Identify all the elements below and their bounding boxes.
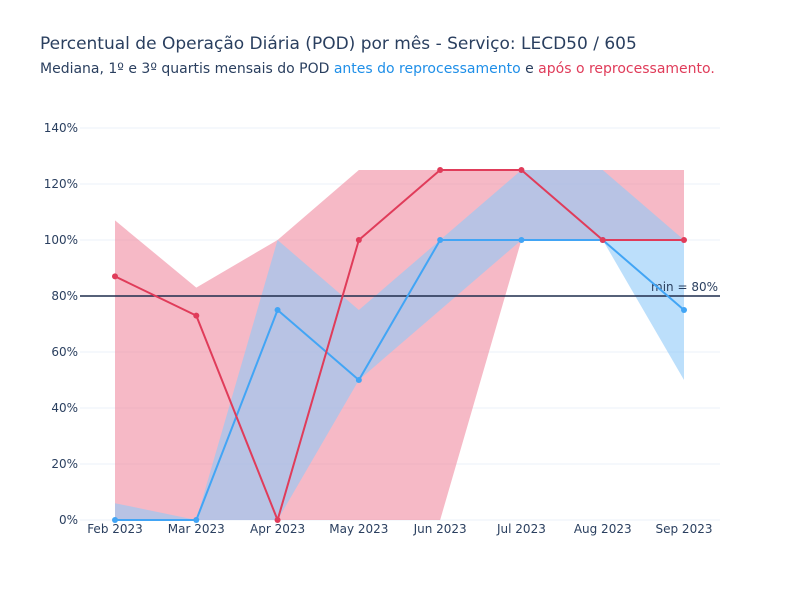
median-point-after-3 xyxy=(355,237,362,243)
median-point-before-0 xyxy=(112,517,118,523)
xtick-label-0: Feb 2023 xyxy=(87,522,143,536)
median-point-before-7 xyxy=(681,307,687,313)
subtitle-before-label: antes do reprocessamento xyxy=(333,61,521,77)
ytick-label-120: 120% xyxy=(44,177,78,191)
median-point-after-1 xyxy=(193,312,200,319)
median-line-after xyxy=(114,169,684,521)
band-layer xyxy=(115,170,684,520)
median-point-after-2 xyxy=(274,517,281,523)
median-point-before-5 xyxy=(518,237,525,243)
axis-layer: 0% 20% 40% 60% 80% 100% 120% 140% Feb 2023 Mar 20… xyxy=(44,121,713,536)
median-point-before-4 xyxy=(437,237,444,243)
chart-title: Percentual de Operação Diária (POD) por … xyxy=(40,34,637,54)
median-point-after-4 xyxy=(437,167,444,173)
chart-subtitle: Mediana, 1º e 3º quartis mensais do POD … xyxy=(40,61,715,77)
xtick-label-3: May 2023 xyxy=(329,522,388,536)
subtitle-after-label: após o reprocessamento xyxy=(538,61,711,77)
ytick-label-100: 100% xyxy=(44,233,78,247)
median-point-before-1 xyxy=(193,517,200,523)
xtick-label-1: Mar 2023 xyxy=(168,522,225,536)
subtitle-middle: e xyxy=(520,61,539,77)
median-point-after-7 xyxy=(681,237,687,243)
median-point-before-2 xyxy=(274,307,281,313)
xtick-label-6: Aug 2023 xyxy=(574,522,632,536)
median-line-before xyxy=(115,239,685,521)
ytick-label-0: 0% xyxy=(59,513,78,527)
subtitle-prefix: Mediana, 1º e 3º quartis mensais do POD xyxy=(40,61,334,77)
xtick-label-5: Jul 2023 xyxy=(496,522,546,536)
median-point-before-3 xyxy=(355,377,362,383)
line-layer xyxy=(114,169,685,521)
threshold-label: min = 80% xyxy=(651,280,718,294)
ytick-label-60: 60% xyxy=(51,345,78,359)
xtick-label-7: Sep 2023 xyxy=(656,522,713,536)
ytick-label-80: 80% xyxy=(51,289,78,303)
threshold-layer: min = 80% xyxy=(80,280,720,297)
xtick-label-2: Apr 2023 xyxy=(250,522,305,536)
median-point-after-0 xyxy=(112,273,118,280)
quartile-band-before xyxy=(115,170,684,520)
xtick-label-4: Jun 2023 xyxy=(413,522,467,536)
median-point-after-5 xyxy=(518,167,525,173)
median-point-after-6 xyxy=(599,237,606,243)
ytick-label-20: 20% xyxy=(51,457,78,471)
point-layer xyxy=(112,167,687,523)
ytick-label-140: 140% xyxy=(44,121,78,135)
subtitle-suffix: . xyxy=(710,61,715,77)
ytick-label-40: 40% xyxy=(51,401,78,415)
